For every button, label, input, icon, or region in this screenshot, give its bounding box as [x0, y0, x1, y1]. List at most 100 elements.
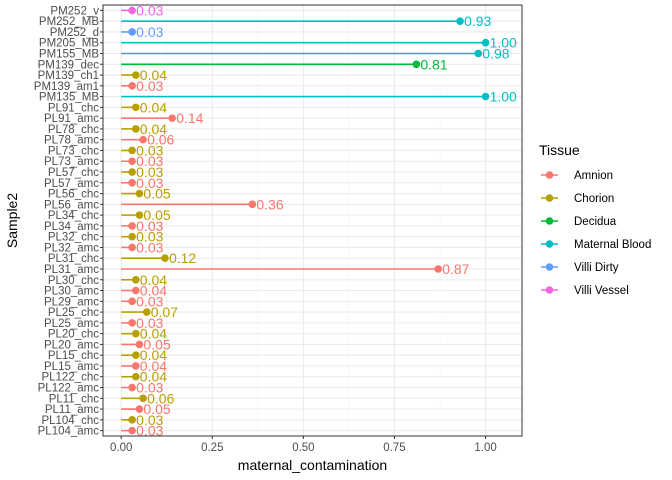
data-label: 0.81: [420, 56, 447, 72]
data-label: 0.04: [140, 369, 167, 385]
data-label: 1.00: [490, 89, 517, 105]
y-tick-label: PM139_am1: [34, 81, 99, 93]
data-label: 0.03: [136, 164, 163, 180]
data-label: 1.00: [490, 35, 517, 51]
lollipop-point: [128, 178, 136, 187]
y-tick-label: PL34_chc: [48, 210, 99, 222]
data-label: 0.04: [140, 121, 167, 137]
data-label: 0.03: [136, 293, 163, 309]
y-tick-label: PM135_MB: [39, 92, 99, 104]
lollipop-point: [131, 329, 140, 338]
data-label: 0.93: [464, 13, 491, 29]
data-label: 0.03: [136, 78, 163, 94]
panel-border: [102, 4, 523, 437]
lollipop-point: [128, 157, 136, 166]
lollipop-point: [474, 49, 483, 58]
y-tick-label: PL11_chc: [49, 393, 100, 405]
lollipop-point: [131, 362, 140, 370]
data-label: 0.05: [143, 336, 170, 352]
y-tick-label: PM205_MB: [39, 38, 99, 50]
lollipop-point: [131, 286, 140, 295]
y-tick-label: PL122_chc: [41, 372, 99, 384]
y-tick-label: PL78_chc: [48, 124, 99, 136]
lollipop-point: [128, 28, 136, 36]
y-tick-label: PL57_chc: [48, 167, 99, 179]
lollipop-point: [128, 243, 136, 252]
x-tick-labels: 0.00 0.25 0.50 0.75 1.00: [110, 436, 497, 454]
panel-background: [103, 5, 522, 436]
lollipop-point: [248, 200, 257, 209]
x-tick-label: 0.25: [201, 442, 223, 454]
lollipop-point: [128, 426, 136, 435]
data-label: 0.04: [140, 272, 167, 288]
lollipop-point: [142, 308, 151, 316]
lollipop-point: [135, 211, 144, 219]
lollipop-point: [131, 351, 140, 359]
lollipop-point: [128, 416, 136, 424]
legend: Tissue Amnion Chorion Decidua Maternal Bloo…: [539, 142, 651, 297]
y-tick-label: PL31_amc: [44, 264, 99, 276]
data-label: 0.03: [136, 412, 163, 428]
lollipop-point: [128, 383, 136, 392]
legend-entry-label: Villi Vessel: [574, 285, 629, 297]
y-tick-label: PL32_chc: [48, 232, 99, 244]
data-label: 0.03: [136, 175, 163, 191]
lollipop-point: [168, 114, 177, 122]
lollipop-point: [128, 297, 136, 306]
data-label: 0.03: [136, 24, 163, 40]
lollipop-point: [131, 275, 140, 284]
data-label: 0.03: [136, 380, 163, 396]
data-label: 0.06: [147, 132, 174, 148]
data-label: 0.36: [256, 196, 283, 212]
data-label: 0.07: [151, 304, 178, 320]
data-label: 0.03: [136, 229, 163, 245]
y-tick-label: PM252_d: [50, 27, 99, 39]
chart-marks: 0.030.930.031.000.980.810.040.031.000.04…: [121, 2, 517, 439]
data-label: 0.05: [143, 207, 170, 223]
y-tick-label: PL104_chc: [41, 415, 99, 427]
y-tick-label: PL104_amc: [38, 426, 100, 438]
lollipop-point: [434, 265, 443, 273]
lollipop-point: [481, 38, 490, 47]
lollipop-point: [128, 6, 136, 15]
lollipop-point: [128, 146, 136, 155]
data-label: 0.03: [136, 142, 163, 158]
y-tick-label: PL32_amc: [44, 242, 99, 254]
data-label: 0.04: [140, 358, 167, 374]
legend-entry-label: Amnion: [574, 170, 613, 182]
data-label: 0.04: [140, 99, 167, 115]
y-tick-label: PL91_amc: [44, 113, 99, 125]
y-tick-label: PM252_MB: [39, 16, 99, 28]
lollipop-point: [128, 82, 136, 90]
lollipop-point: [128, 222, 136, 230]
y-tick-label: PL15_chc: [48, 350, 99, 362]
data-label: 0.03: [136, 2, 163, 18]
lollipop-point: [135, 189, 144, 198]
y-tick-label: PL57_amc: [44, 178, 99, 190]
legend-key-point: [545, 240, 554, 248]
data-label: 0.04: [140, 283, 167, 299]
legend-entry-label: Villi Dirty: [574, 262, 619, 274]
y-tick-label: PL11_amc: [45, 404, 99, 416]
y-tick-label: PL34_amc: [44, 221, 99, 233]
y-tick-label: PL73_chc: [48, 145, 99, 157]
data-label: 0.06: [147, 390, 174, 406]
y-tick-label: PL25_amc: [44, 318, 99, 330]
lollipop-point: [135, 340, 144, 349]
data-label: 0.03: [136, 153, 163, 169]
y-tick-label: PM155_MB: [39, 48, 99, 60]
y-tick-label: PL73_amc: [44, 156, 99, 168]
y-tick-label: PM139_dec: [38, 59, 100, 71]
y-tick-label: PL56_chc: [48, 189, 99, 201]
legend-keys: Amnion Chorion Decidua Maternal Blood Villi …: [541, 170, 651, 297]
lollipop-point: [128, 168, 136, 176]
lollipop-point: [139, 135, 147, 144]
y-tick-label: PL31_chc: [48, 253, 99, 265]
lollipop-point: [131, 103, 140, 112]
legend-key-point: [545, 263, 554, 271]
y-tick-label: PM139_ch1: [38, 70, 99, 82]
legend-key-point: [545, 171, 554, 179]
y-tick-label: PL20_amc: [44, 339, 99, 351]
data-label: 0.87: [442, 261, 469, 277]
